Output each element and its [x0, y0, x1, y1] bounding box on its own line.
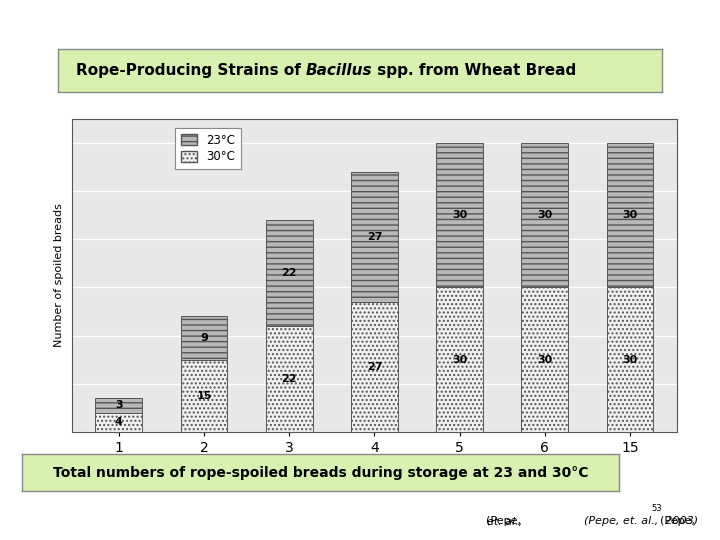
Text: (Pepe,: (Pepe, [660, 516, 698, 526]
Bar [351, 172, 398, 302]
Legend: 23°C, 30°C: 23°C, 30°C [175, 128, 241, 169]
Text: Bacillus: Bacillus [306, 63, 372, 78]
Bar [96, 413, 143, 432]
Text: 30: 30 [537, 210, 552, 220]
Bar [181, 360, 228, 432]
Bar [606, 287, 653, 432]
Text: 30: 30 [452, 355, 467, 365]
Bar [96, 399, 143, 413]
Text: spp. from Wheat Bread: spp. from Wheat Bread [372, 63, 577, 78]
Text: 30: 30 [452, 210, 467, 220]
Bar [266, 220, 312, 326]
Text: (Pepe, et. al.,  2003): (Pepe, et. al., 2003) [584, 516, 698, 526]
Text: (Pepe,: (Pepe, [486, 516, 524, 526]
Text: 53: 53 [652, 504, 662, 513]
Bar [606, 143, 653, 287]
Text: Rope-Producing Strains of: Rope-Producing Strains of [76, 63, 306, 78]
Text: 30: 30 [537, 355, 552, 365]
Bar [351, 302, 398, 432]
Text: 27: 27 [366, 232, 382, 242]
X-axis label: Time (days): Time (days) [338, 459, 411, 472]
Bar [521, 287, 568, 432]
Bar [266, 326, 312, 432]
Text: 15: 15 [197, 391, 212, 401]
Bar [521, 143, 568, 287]
Text: 4: 4 [115, 417, 123, 427]
Text: Total numbers of rope-spoiled breads during storage at 23 and 30°C: Total numbers of rope-spoiled breads dur… [53, 465, 588, 480]
Text: 9: 9 [200, 333, 208, 343]
Bar [436, 143, 483, 287]
Text: 27: 27 [366, 362, 382, 372]
Text: et. al.,: et. al., [487, 516, 522, 526]
Text: 30: 30 [622, 210, 638, 220]
Text: 30: 30 [622, 355, 638, 365]
Bar [436, 287, 483, 432]
Text: 3: 3 [115, 401, 122, 410]
Text: 22: 22 [282, 268, 297, 278]
Y-axis label: Number of spoiled breads: Number of spoiled breads [55, 204, 64, 347]
Bar [181, 316, 228, 360]
Text: 22: 22 [282, 374, 297, 384]
